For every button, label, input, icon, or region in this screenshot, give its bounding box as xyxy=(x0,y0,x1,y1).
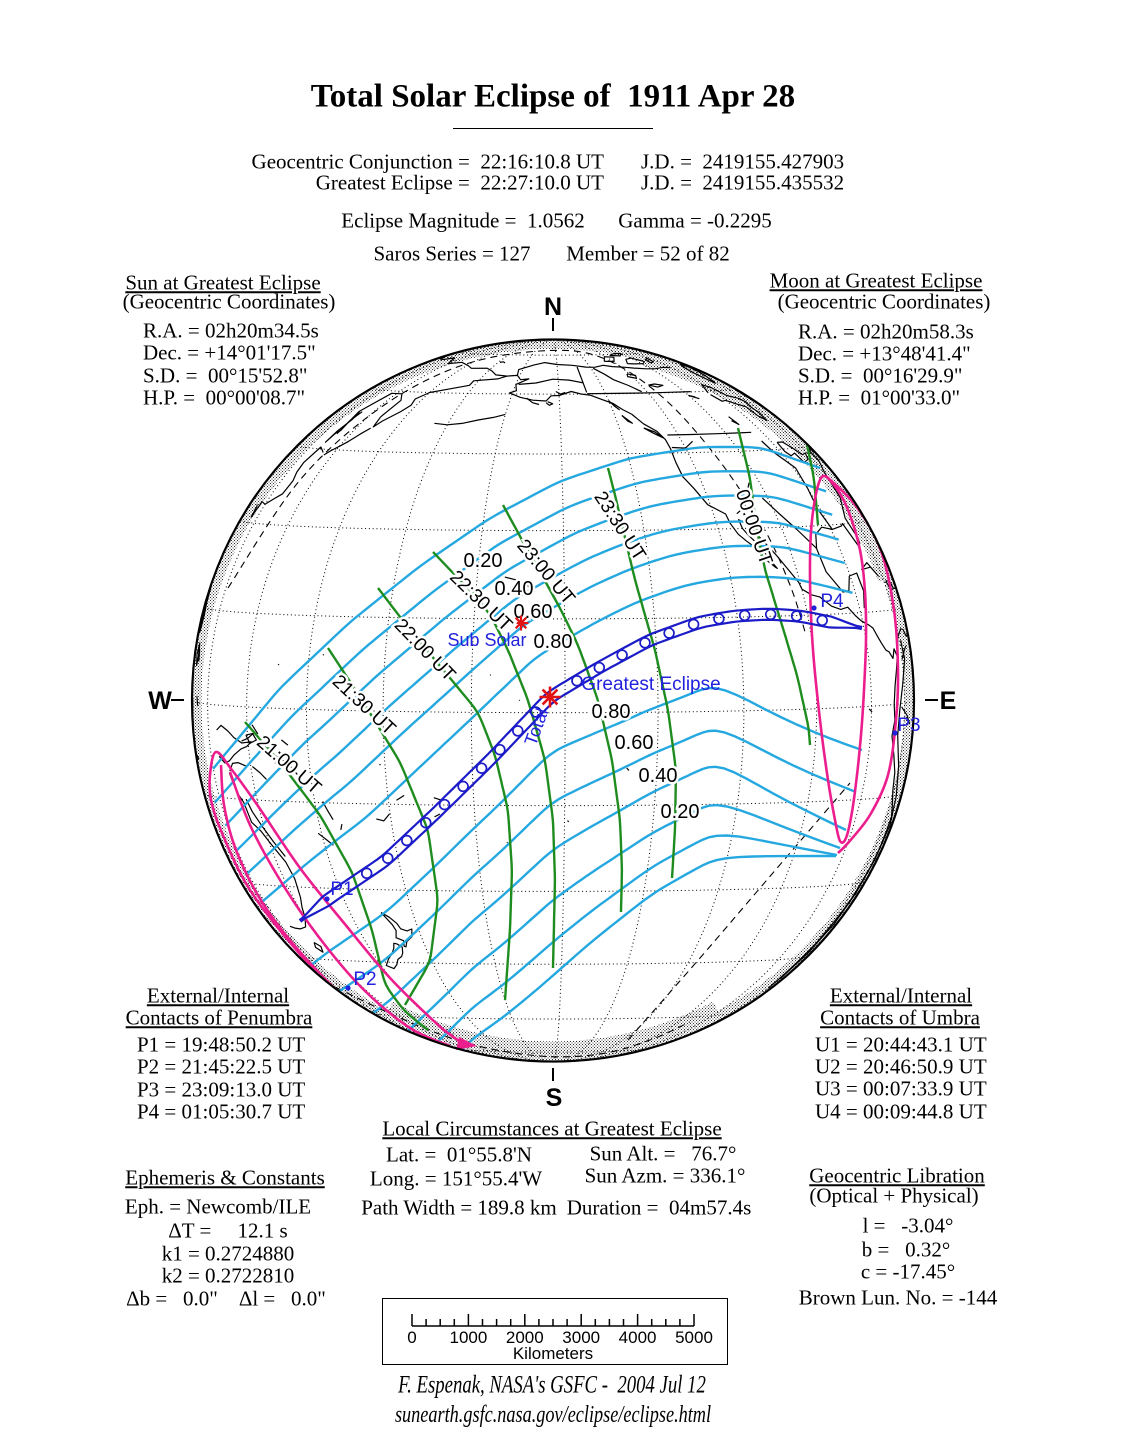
svg-text:P2: P2 xyxy=(353,969,376,990)
svg-text:0: 0 xyxy=(407,1328,416,1347)
svg-text:S: S xyxy=(546,1084,563,1112)
svg-text:Kilometers: Kilometers xyxy=(513,1344,593,1363)
svg-text:0.20: 0.20 xyxy=(464,550,503,572)
svg-text:1000: 1000 xyxy=(449,1328,487,1347)
svg-text:E: E xyxy=(940,687,957,715)
svg-text:00:00 UT: 00:00 UT xyxy=(731,487,776,568)
svg-text:P4: P4 xyxy=(820,591,844,612)
svg-text:W: W xyxy=(148,687,172,715)
svg-text:21:00 UT: 21:00 UT xyxy=(252,732,325,799)
svg-text:Total: Total xyxy=(520,706,552,749)
svg-text:5000: 5000 xyxy=(675,1328,713,1347)
svg-text:0.40: 0.40 xyxy=(495,578,534,600)
svg-text:0.80: 0.80 xyxy=(534,631,573,653)
svg-text:Sub Solar: Sub Solar xyxy=(447,630,526,650)
svg-text:4000: 4000 xyxy=(619,1328,657,1347)
svg-text:P3: P3 xyxy=(897,715,920,736)
svg-text:0.60: 0.60 xyxy=(514,601,553,623)
svg-text:3000: 3000 xyxy=(562,1328,600,1347)
svg-text:0.80: 0.80 xyxy=(592,701,631,723)
svg-text:0.60: 0.60 xyxy=(615,732,654,754)
svg-text:N: N xyxy=(544,293,562,321)
svg-text:0.20: 0.20 xyxy=(661,801,700,823)
svg-text:0.40: 0.40 xyxy=(639,765,678,787)
svg-text:Greatest Eclipse: Greatest Eclipse xyxy=(581,674,720,695)
svg-text:2000: 2000 xyxy=(506,1328,544,1347)
svg-text:P1: P1 xyxy=(330,879,353,900)
